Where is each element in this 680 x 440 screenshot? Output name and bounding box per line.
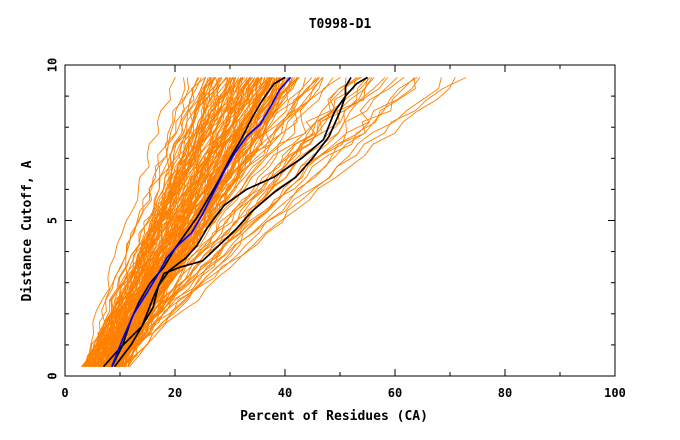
- background-series-line: [92, 77, 324, 368]
- background-series-line: [87, 77, 398, 368]
- background-series-line: [90, 77, 235, 367]
- background-series-line: [85, 77, 260, 367]
- background-series-line: [91, 77, 233, 367]
- background-series-line: [81, 77, 341, 368]
- background-series-line: [90, 77, 200, 367]
- x-tick-label: 100: [604, 386, 626, 400]
- y-axis-label: Distance Cutoff, A: [20, 160, 35, 301]
- x-tick-label: 40: [278, 386, 292, 400]
- background-series-line: [98, 77, 271, 367]
- background-series-line: [122, 77, 371, 367]
- background-series-line: [108, 77, 359, 368]
- background-series-line: [88, 77, 221, 367]
- x-axis-label: Percent of Residues (CA): [240, 409, 428, 424]
- highlight-series-black: [102, 76, 352, 368]
- y-tick-label: 0: [46, 372, 60, 379]
- background-series-line: [96, 77, 209, 367]
- background-series-group: [81, 76, 467, 368]
- x-tick-label: 80: [498, 386, 512, 400]
- background-series-line: [115, 77, 415, 368]
- background-series-line: [96, 77, 289, 367]
- background-series-line: [81, 77, 190, 367]
- axis-tick-labels: 0 20 40 60 80 100 0 5 10: [46, 58, 626, 400]
- background-series-line: [90, 77, 206, 367]
- background-series-line: [94, 77, 324, 367]
- highlight-series-group: [102, 76, 368, 368]
- background-series-line: [95, 77, 313, 368]
- highlight-series-black: [111, 76, 286, 368]
- background-series-line: [83, 77, 176, 367]
- y-tick-label: 5: [46, 217, 60, 224]
- background-series-line: [129, 77, 442, 367]
- x-tick-label: 0: [61, 386, 68, 400]
- background-series-line: [102, 77, 239, 367]
- highlight-series-black: [113, 76, 368, 368]
- background-series-line: [108, 77, 334, 367]
- highlight-series-blue: [111, 76, 292, 368]
- background-series-line: [104, 77, 405, 368]
- axis-ticks: [64, 64, 616, 377]
- y-tick-label: 10: [46, 58, 60, 72]
- background-series-line: [92, 77, 254, 368]
- x-tick-label: 20: [168, 386, 182, 400]
- chart-title: T0998-D1: [309, 17, 372, 32]
- background-series-line: [116, 77, 369, 368]
- background-series-line: [81, 76, 467, 368]
- background-series-line: [103, 77, 375, 367]
- background-series-line: [97, 77, 287, 367]
- x-tick-label: 60: [388, 386, 402, 400]
